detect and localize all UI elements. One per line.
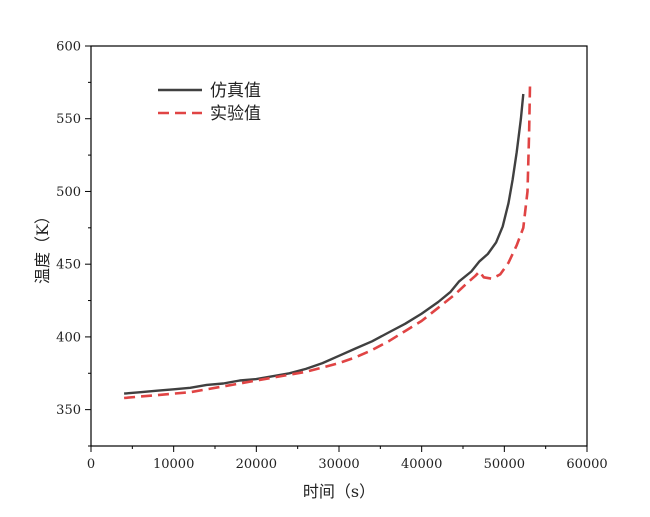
y-tick-label: 400 <box>56 330 81 345</box>
series-layer <box>123 85 532 400</box>
y-axis-title: 温度（K） <box>33 208 52 284</box>
y-tick-label: 350 <box>56 403 81 418</box>
x-axis-title: 时间（s） <box>303 482 375 501</box>
x-axis: 0 10000 20000 30000 40000 50000 60000 <box>87 446 608 472</box>
x-tick-label: 20000 <box>236 457 277 472</box>
y-tick-label: 500 <box>56 185 81 200</box>
y-tick-label: 450 <box>56 258 81 273</box>
y-axis: 350 400 450 500 550 600 <box>56 40 91 447</box>
x-tick-label: 10000 <box>153 457 194 472</box>
x-tick-label: 30000 <box>318 457 359 472</box>
x-tick-label: 60000 <box>566 457 607 472</box>
plot-frame <box>90 45 588 447</box>
y-tick-label: 550 <box>56 112 81 127</box>
series-line-1 <box>123 93 525 395</box>
y-tick-label: 600 <box>56 40 81 55</box>
legend-label: 实验值 <box>210 104 261 124</box>
x-tick-label: 40000 <box>401 457 442 472</box>
legend-label: 仿真值 <box>210 81 261 101</box>
x-tick-label: 50000 <box>484 457 525 472</box>
series-line-2 <box>123 85 532 400</box>
x-tick-label: 0 <box>87 457 95 472</box>
